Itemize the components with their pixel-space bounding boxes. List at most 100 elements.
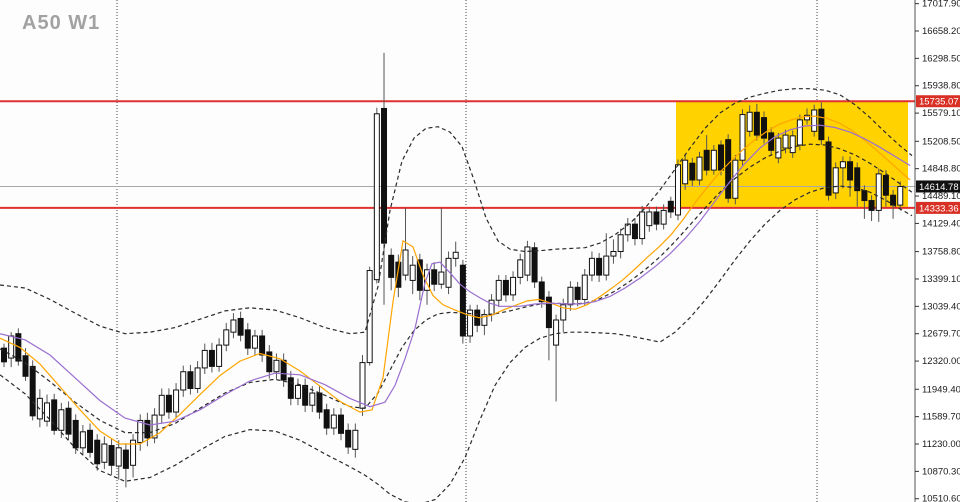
candle-bearish [280,359,287,381]
candle-bullish [624,223,631,236]
candle-bullish [352,429,359,450]
candle-bearish [51,399,58,431]
candle-bullish [775,137,782,159]
candle-bullish [158,394,165,416]
candle-bullish [151,414,158,439]
candle-bearish [596,257,603,276]
candle-bullish [180,371,187,391]
candle-bearish [87,429,94,453]
candle-bullish [488,299,495,316]
candle-bullish [782,134,789,149]
candle-bearish [187,371,194,389]
candle-bullish [588,257,595,276]
candle-bullish [510,276,517,296]
candle-bearish [825,141,832,196]
axis-tick-label: 17017.90 [922,0,960,10]
candle-bearish [388,254,395,278]
candle-bullish [660,209,667,225]
candle-bullish [603,255,610,276]
candle-bullish [223,329,230,346]
candle-bullish [194,367,201,389]
candle-bullish [789,135,796,154]
candle-bullish [452,251,459,259]
price-marker-red [916,95,960,108]
candle-bullish [373,113,380,281]
candle-bullish [137,419,144,443]
candle-bearish [459,264,466,337]
candle-bearish [818,108,825,141]
candle-bullish [567,286,574,306]
candle-bullish [839,161,846,169]
candle-bearish [882,174,889,196]
axis-tick-label: 11589.70 [922,412,960,423]
candle-bearish [208,349,215,367]
axis-tick-label: 14848.80 [922,164,960,175]
candle-bearish [653,211,660,225]
horizontal-levels-layer [0,100,915,209]
axis-panel-background [916,0,960,502]
candle-bullish [402,249,409,276]
candle-bullish [560,304,567,321]
chart-symbol-title: A50 W1 [22,12,101,34]
candle-bullish [309,392,316,406]
candle-bullish [251,335,258,349]
candle-bearish [29,365,36,417]
candle-bearish [266,351,273,373]
candle-bullish [467,309,474,337]
candle-bullish [739,114,746,161]
candle-bearish [65,407,72,435]
candle-bearish [316,392,323,413]
highlight-rectangle[interactable] [676,101,908,208]
candle-bearish [1,347,7,363]
candle-bullish [495,279,502,301]
candle-bullish [804,114,811,121]
candle-bullish [581,274,588,300]
candle-bearish [502,279,509,296]
candle-bullish [409,264,416,281]
candle-bearish [94,439,101,465]
candle-bullish [216,344,223,367]
bollinger-middle-band [0,143,913,434]
axis-tick-label: 15938.80 [922,81,960,92]
candle-bearish [531,247,538,283]
candle-bearish [22,355,29,377]
candle-bullish [682,159,689,185]
candle-bearish [416,259,423,291]
candle-bullish [796,119,803,146]
candle-bullish [101,443,108,463]
candle-bullish [359,362,366,409]
candle-bullish [696,156,703,181]
candle-bearish [667,200,674,213]
candle-bearish [345,429,352,448]
candle-bullish [173,389,180,413]
candle-bearish [323,409,330,429]
candle-bullish [875,173,882,211]
candle-bearish [890,194,897,206]
candle-bullish [44,402,51,422]
candle-bullish [115,447,122,467]
axis-tick-label: 12679.70 [922,329,960,340]
candle-bearish [753,111,760,136]
candle-bullish [79,431,86,449]
axis-tick-label: 11230.00 [922,439,960,450]
bollinger-upper-band [0,88,913,335]
candle-bearish [395,261,402,288]
price-marker-label: 14614.78 [919,182,959,193]
candle-bearish [847,161,854,181]
axis-tick-label: 14489.10 [922,191,960,202]
candle-bearish [718,144,724,171]
candle-bullish [438,271,445,285]
candle-bullish [553,319,560,346]
axis-tick-label: 12320.00 [922,356,960,367]
candle-bearish [689,162,696,181]
axis-tick-label: 13399.10 [922,274,960,285]
axis-tick-label: 16298.50 [922,53,960,64]
candle-bearish [725,139,732,199]
candle-bearish [108,445,115,466]
axis-tick-label: 15208.50 [922,136,960,147]
candle-bearish [381,107,388,244]
price-marker-red [916,201,960,214]
